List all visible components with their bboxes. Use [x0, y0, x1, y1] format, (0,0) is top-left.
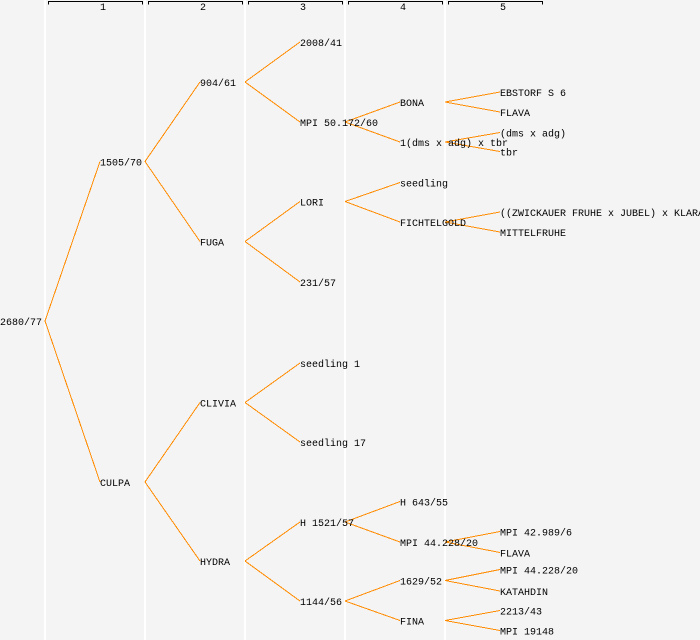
svg-text:1: 1	[100, 3, 106, 14]
svg-text:H 643/55: H 643/55	[400, 498, 448, 510]
svg-text:HYDRA: HYDRA	[200, 558, 230, 569]
svg-text:KATAHDIN: KATAHDIN	[500, 588, 548, 599]
svg-text:MPI 19148: MPI 19148	[500, 628, 554, 639]
svg-text:FINA: FINA	[400, 618, 424, 629]
svg-text:MPI 50.172/60: MPI 50.172/60	[300, 118, 378, 130]
svg-text:MPI 44.228/20: MPI 44.228/20	[500, 566, 578, 578]
svg-text:CLIVIA: CLIVIA	[200, 400, 236, 411]
svg-text:seedling 17: seedling 17	[300, 438, 366, 450]
svg-text:FICHTELGOLD: FICHTELGOLD	[400, 219, 466, 230]
svg-text:BONA: BONA	[400, 99, 424, 110]
svg-text:(dms x adg): (dms x adg)	[500, 129, 566, 141]
svg-text:2: 2	[200, 3, 206, 14]
svg-text:1629/52: 1629/52	[400, 577, 442, 589]
svg-text:MITTELFRUHE: MITTELFRUHE	[500, 229, 566, 240]
svg-text:2680/77: 2680/77	[0, 317, 42, 329]
svg-text:seedling: seedling	[400, 179, 448, 191]
svg-text:FLAVA: FLAVA	[500, 550, 530, 561]
svg-text:((ZWICKAUER FRUHE x JUBEL) x K: ((ZWICKAUER FRUHE x JUBEL) x KLARA)	[500, 208, 700, 220]
svg-text:tbr: tbr	[500, 148, 518, 160]
svg-text:904/61: 904/61	[200, 78, 236, 90]
svg-text:LORI: LORI	[300, 199, 324, 210]
svg-text:FLAVA: FLAVA	[500, 109, 530, 120]
svg-text:5: 5	[500, 3, 506, 14]
svg-text:H 1521/57: H 1521/57	[300, 518, 354, 530]
svg-text:231/57: 231/57	[300, 278, 336, 290]
svg-text:MPI 44.228/20: MPI 44.228/20	[400, 538, 478, 550]
svg-text:seedling 1: seedling 1	[300, 359, 360, 371]
svg-text:2213/43: 2213/43	[500, 607, 542, 619]
svg-text:FUGA: FUGA	[200, 239, 224, 250]
svg-text:1505/70: 1505/70	[100, 158, 142, 170]
svg-text:1(dms x adg) x tbr: 1(dms x adg) x tbr	[400, 138, 508, 150]
svg-text:MPI 42.989/6: MPI 42.989/6	[500, 528, 572, 540]
svg-text:2008/41: 2008/41	[300, 38, 342, 50]
svg-text:CULPA: CULPA	[100, 479, 130, 490]
svg-text:4: 4	[400, 3, 406, 14]
svg-text:1144/56: 1144/56	[300, 597, 342, 609]
svg-text:3: 3	[300, 3, 306, 14]
svg-text:EBSTORF S 6: EBSTORF S 6	[500, 89, 566, 100]
